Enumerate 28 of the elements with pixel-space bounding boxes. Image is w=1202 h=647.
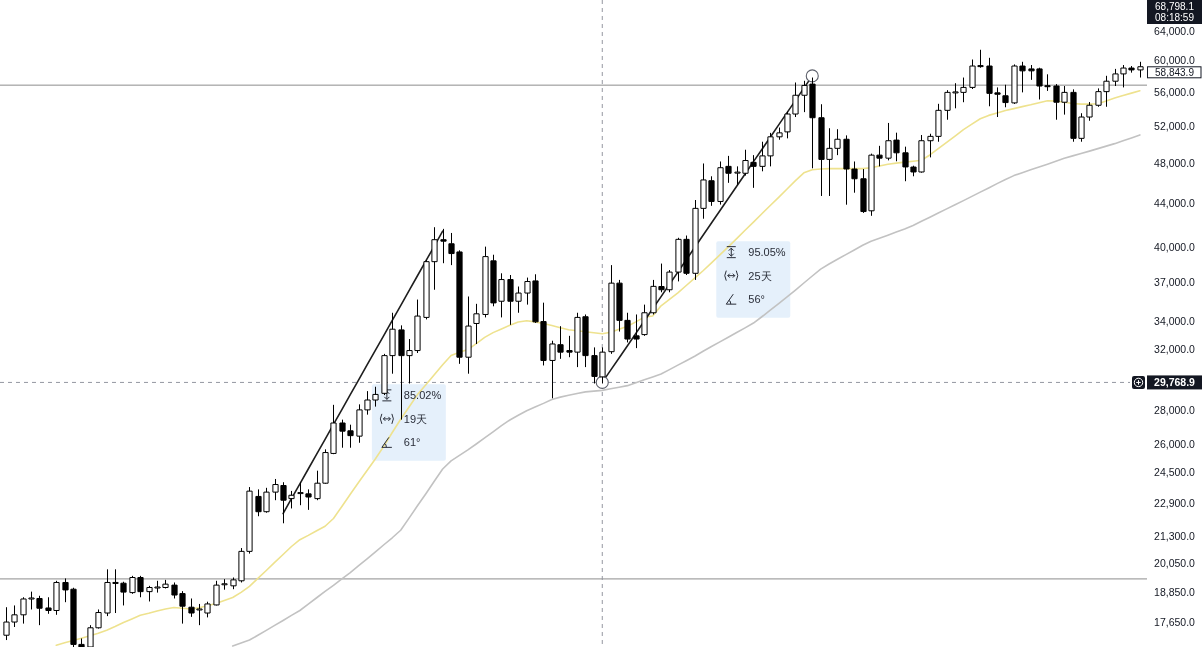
y-tick-label: 34,000.0 — [1154, 315, 1196, 328]
y-tick-label: 24,500.0 — [1154, 465, 1196, 478]
ref-line-label: 29,768.9 — [1154, 376, 1196, 389]
y-tick-label: 37,000.0 — [1154, 276, 1196, 289]
text: 68,798.1 — [1155, 1, 1195, 12]
y-tick-label: 48,000.0 — [1154, 156, 1196, 169]
annotation: 85.02% — [403, 389, 442, 402]
text: 08:18:59 — [1155, 12, 1195, 23]
y-tick-label: 64,000.0 — [1154, 24, 1196, 37]
y-tick-label: 32,000.0 — [1154, 342, 1196, 355]
y-tick-label: 21,300.0 — [1154, 529, 1196, 542]
y-tick-label: 60,000.0 — [1154, 54, 1196, 67]
annotation: 25天 — [748, 269, 772, 282]
annotation: 61° — [403, 436, 421, 449]
text: 58,843.9 — [1155, 66, 1195, 78]
annotation: 19天 — [403, 412, 428, 425]
annotation: 95.05% — [748, 246, 786, 259]
y-tick-label: 44,000.0 — [1154, 196, 1196, 209]
y-tick-label: 17,650.0 — [1154, 616, 1196, 628]
y-tick-label: 40,000.0 — [1154, 240, 1196, 253]
y-tick-label: 22,900.0 — [1154, 496, 1196, 509]
y-tick-label: 28,000.0 — [1154, 404, 1196, 417]
y-tick-label: 26,000.0 — [1154, 438, 1196, 451]
y-tick-label: 52,000.0 — [1154, 120, 1196, 133]
y-tick-label: 20,050.0 — [1154, 557, 1196, 570]
y-tick-label: 56,000.0 — [1154, 86, 1196, 99]
y-tick-label: 18,850.0 — [1154, 585, 1196, 598]
annotation: 56° — [748, 293, 765, 306]
